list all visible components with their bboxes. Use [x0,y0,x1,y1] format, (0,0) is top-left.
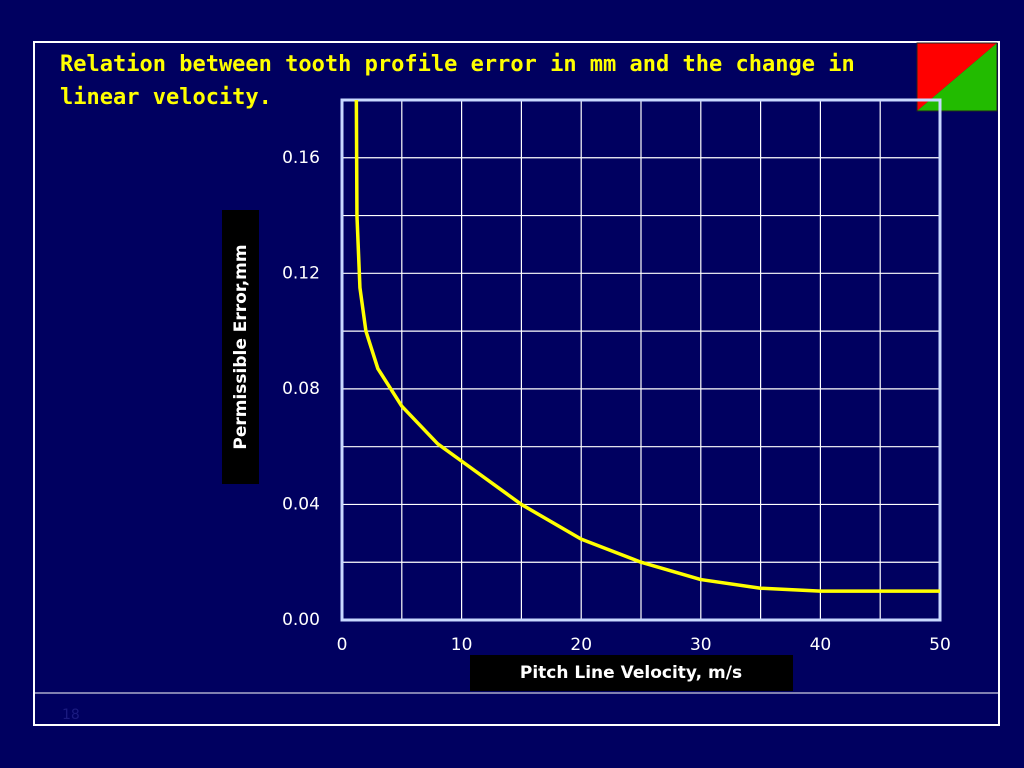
y-axis-label: Permissible Error,mm [231,244,251,449]
chart-title: Relation between tooth profile error in … [60,52,855,110]
slide-number: 18 [62,707,80,723]
icon-green [917,43,997,111]
x-tick-label: 20 [570,635,592,655]
title-box: Relation between tooth profile error in … [60,52,855,110]
y-tick-label: 0.00 [282,610,320,630]
x-tick-label: 50 [929,635,951,655]
y-label-box [222,210,259,484]
x-tick-label: 10 [451,635,473,655]
x-axis-label: Pitch Line Velocity, m/s [520,663,742,683]
plot-frame [340,98,942,622]
data-line [354,99,940,593]
x-label-box [470,655,793,691]
y-tick-label: 0.12 [282,263,320,283]
y-tick-label: 0.16 [282,148,320,168]
corner-icon [916,42,998,112]
x-tick-label: 30 [690,635,712,655]
icon-border [916,42,998,112]
y-tick-label: 0.08 [282,379,320,399]
y-tick-label: 0.04 [282,494,320,514]
x-tick-label: 40 [810,635,832,655]
x-tick-label: 0 [337,635,348,655]
slide-frame [33,41,1000,726]
